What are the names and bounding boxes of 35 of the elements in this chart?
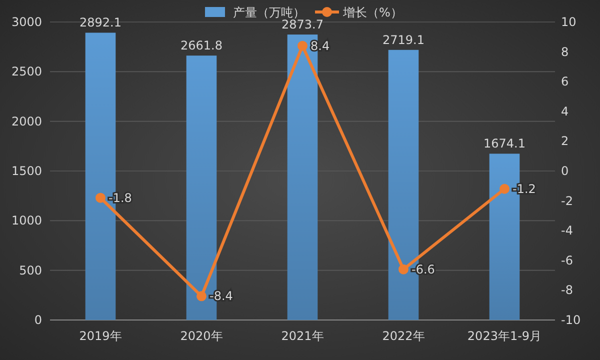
data-label: 1674.1 xyxy=(484,136,526,151)
y2-tick-label: 2 xyxy=(561,134,569,148)
data-label: 2719.1 xyxy=(382,32,424,47)
y-tick-label: 0 xyxy=(34,313,42,327)
y2-tick-label: 10 xyxy=(561,15,576,29)
y2-tick-label: -6 xyxy=(561,253,573,268)
y2-tick-label: 8 xyxy=(561,44,569,59)
x-tick-label: 2020年 xyxy=(180,329,223,343)
x-tick-label: 2022年 xyxy=(382,329,425,343)
y2-tick-label: -10 xyxy=(561,313,581,327)
y-tick-label: 1500 xyxy=(11,164,42,178)
data-label: 2873.7 xyxy=(282,18,324,32)
y2-tick-label: 4 xyxy=(561,104,569,118)
y-tick-label: 2000 xyxy=(11,114,42,128)
point xyxy=(398,264,408,274)
y-tick-label: 500 xyxy=(19,263,42,278)
point xyxy=(500,184,510,194)
y-tick-label: 2500 xyxy=(11,64,42,79)
x-tick-label: 2023年1-9月 xyxy=(467,329,542,343)
x-tick-label: 2019年 xyxy=(79,329,122,343)
y2-tick-label: -4 xyxy=(561,224,573,238)
point xyxy=(196,291,206,302)
point xyxy=(298,40,308,51)
x-tick-label: 2021年 xyxy=(281,329,324,343)
legend-label: 增长（%） xyxy=(342,6,402,20)
data-label: 2892.1 xyxy=(80,16,122,30)
y2-tick-label: -8 xyxy=(561,283,573,298)
legend-label: 产量（万吨） xyxy=(233,6,305,20)
point xyxy=(96,192,106,203)
y-tick-label: 1000 xyxy=(11,214,42,228)
y2-tick-label: 0 xyxy=(561,164,569,178)
y-tick-label: 3000 xyxy=(11,15,42,29)
y2-tick-label: -2 xyxy=(561,194,573,208)
data-label: 2661.8 xyxy=(180,38,222,53)
y2-tick-label: 6 xyxy=(561,74,569,89)
